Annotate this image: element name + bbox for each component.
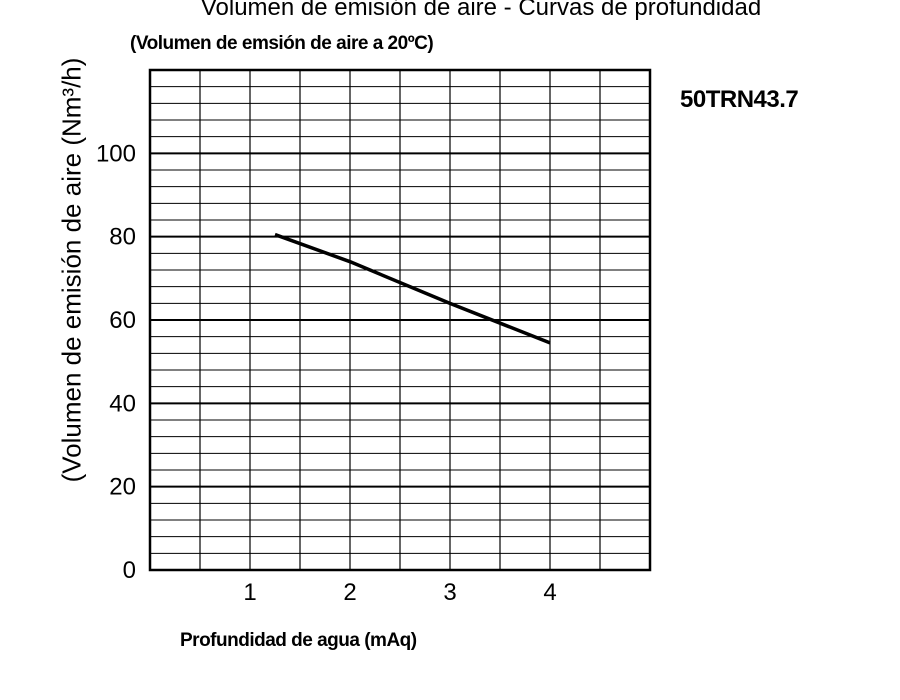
y-tick-label: 20 [109, 474, 136, 501]
y-tick-label: 0 [123, 557, 136, 584]
chart-grid [150, 70, 650, 570]
chart-subtitle: (Volumen de emsión de aire a 20ºC) [130, 33, 434, 54]
y-tick-label: 100 [96, 140, 136, 167]
series-line [274, 232, 551, 345]
x-tick-label: 3 [443, 579, 456, 606]
y-tick-label: 40 [109, 390, 136, 417]
x-tick-label: 1 [243, 579, 256, 606]
x-tick-label: 4 [543, 579, 556, 606]
y-tick-label: 80 [109, 224, 136, 251]
plot-frame [148, 68, 652, 572]
x-tick-label: 2 [343, 579, 356, 606]
model-label: 50TRN43.7 [680, 86, 799, 113]
chart-title: Volumen de emisión de aire - Curvas de p… [200, 0, 762, 21]
x-axis-label: Profundidad de agua (mAq) [180, 630, 417, 651]
chart-series [274, 232, 551, 345]
y-tick-label: 60 [109, 307, 136, 334]
